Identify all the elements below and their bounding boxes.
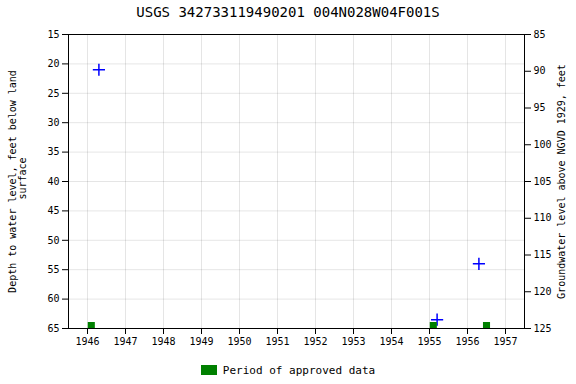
svg-text:90: 90 (534, 65, 546, 76)
svg-text:1949: 1949 (189, 336, 213, 347)
svg-text:35: 35 (47, 146, 59, 157)
svg-text:115: 115 (534, 249, 552, 260)
svg-text:85: 85 (534, 29, 546, 40)
svg-text:30: 30 (47, 117, 59, 128)
svg-text:Groundwater level above NGVD 1: Groundwater level above NGVD 1929, feet (556, 64, 567, 299)
svg-text:1950: 1950 (227, 336, 251, 347)
svg-text:110: 110 (534, 212, 552, 223)
svg-text:20: 20 (47, 58, 59, 69)
svg-text:1952: 1952 (303, 336, 327, 347)
svg-text:120: 120 (534, 286, 552, 297)
svg-text:1947: 1947 (113, 336, 137, 347)
svg-text:105: 105 (534, 176, 552, 187)
svg-text:45: 45 (47, 205, 59, 216)
svg-text:25: 25 (47, 88, 59, 99)
svg-text:100: 100 (534, 139, 552, 150)
svg-text:65: 65 (47, 323, 59, 334)
svg-text:Depth to water level, feet bel: Depth to water level, feet below land su… (7, 70, 28, 293)
svg-text:1955: 1955 (417, 336, 441, 347)
svg-text:15: 15 (47, 29, 59, 40)
svg-text:60: 60 (47, 293, 59, 304)
svg-text:50: 50 (47, 235, 59, 246)
svg-text:95: 95 (534, 102, 546, 113)
svg-text:1946: 1946 (75, 336, 99, 347)
svg-text:125: 125 (534, 323, 552, 334)
svg-text:1948: 1948 (151, 336, 175, 347)
svg-text:1956: 1956 (455, 336, 479, 347)
svg-text:55: 55 (47, 264, 59, 275)
svg-text:1953: 1953 (341, 336, 365, 347)
svg-text:1954: 1954 (379, 336, 403, 347)
html-text:Period of approved data: Period of approved data (222, 363, 376, 377)
svg-text:1957: 1957 (493, 336, 517, 347)
svg-text:40: 40 (47, 176, 59, 187)
html-text:USGS 342733119490201 004N028W0: USGS 342733119490201 004N028W04F001S (136, 4, 440, 20)
svg-text:1951: 1951 (265, 336, 289, 347)
